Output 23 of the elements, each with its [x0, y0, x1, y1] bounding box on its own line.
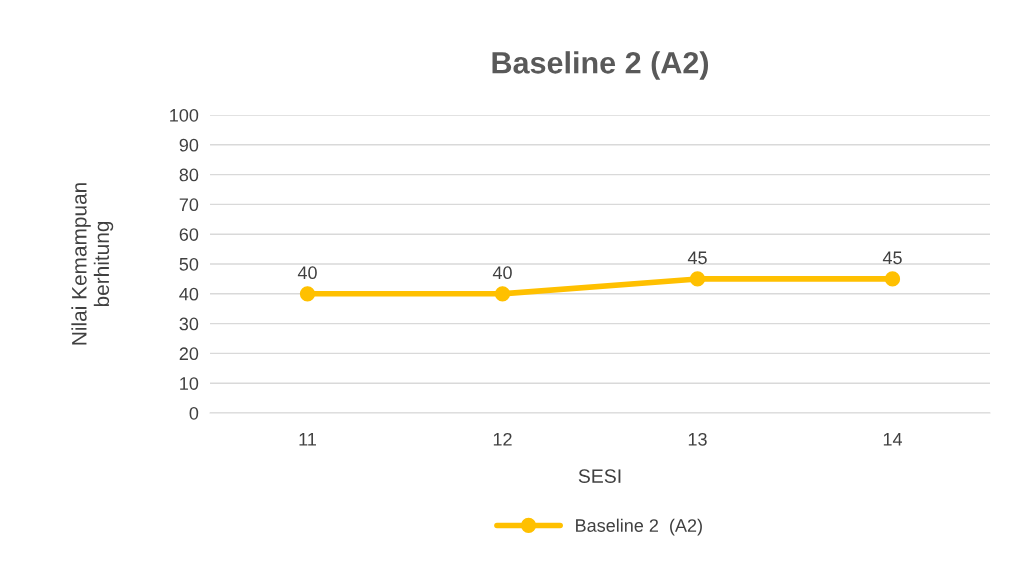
x-tick-label: 14: [883, 433, 903, 446]
y-tick-label: 20: [179, 347, 199, 361]
x-tick-label: 12: [493, 432, 512, 446]
legend-label: Baseline 2 (A2): [576, 518, 702, 536]
y-tick-label: 80: [179, 168, 199, 182]
y-tick-label: 0: [189, 406, 199, 420]
x-tick-label: 11: [299, 433, 316, 446]
y-tick-label: 40: [179, 287, 199, 301]
y-tick-label: 30: [179, 317, 199, 331]
data-label: 40: [297, 266, 317, 280]
x-axis-title: SESI: [578, 469, 621, 483]
data-label: 45: [882, 251, 902, 265]
y-tick-label: 60: [179, 228, 199, 241]
chart-title: Baseline 2 (A2): [492, 51, 709, 80]
data-label: 45: [687, 251, 707, 265]
data-label: 40: [492, 266, 512, 280]
y-tick-label: 50: [179, 257, 199, 271]
y-axis-title: Nilai Kemampuan berhitung: [71, 183, 114, 345]
y-tick-label: 90: [179, 138, 199, 152]
x-tick-label: 13: [688, 432, 707, 446]
y-tick-label: 100: [170, 108, 199, 122]
y-tick-label: 70: [179, 198, 199, 212]
y-tick-label: 10: [180, 377, 199, 390]
